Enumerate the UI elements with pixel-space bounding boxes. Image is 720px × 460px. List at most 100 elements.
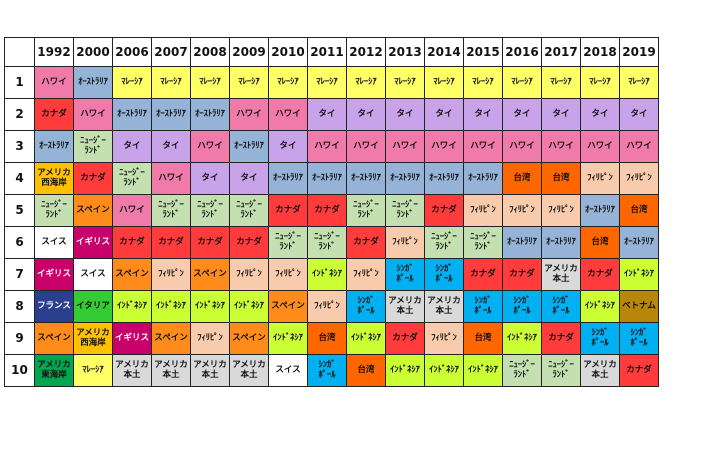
destination-label: ハワイ: [314, 140, 340, 151]
destination-cell: ﾏﾚｰｼｱ: [268, 66, 308, 99]
destination-label: ｵｰｽﾄﾗﾘｱ: [468, 172, 498, 183]
destination-label: タイ: [318, 108, 336, 119]
destination-label: ﾏﾚｰｼｱ: [511, 76, 533, 87]
destination-label: ﾌｨﾘﾋﾟﾝ: [509, 204, 535, 215]
destination-label: カナダ: [392, 332, 418, 343]
destination-label: ｼﾝｶﾞ ﾎﾟｰﾙ: [552, 295, 570, 316]
destination-cell: カナダ: [34, 98, 74, 131]
destination-label: スペイン: [115, 268, 149, 279]
destination-cell: ﾌｨﾘﾋﾟﾝ: [151, 258, 191, 291]
destination-cell: ﾌｨﾘﾋﾟﾝ: [190, 322, 230, 355]
rank-number: 7: [4, 258, 35, 291]
destination-cell: アメリカ 本土: [580, 354, 620, 387]
destination-label: ｵｰｽﾄﾗﾘｱ: [390, 172, 420, 183]
destination-cell: ｲﾝﾄﾞﾈｼｱ: [307, 258, 347, 291]
rank-number: 10: [4, 354, 35, 387]
destination-cell: カナダ: [502, 258, 542, 291]
destination-cell: ﾆｭｰｼﾞｰ ﾗﾝﾄﾞ: [502, 354, 542, 387]
destination-cell: ｵｰｽﾄﾗﾘｱ: [385, 162, 425, 195]
destination-label: カナダ: [548, 332, 574, 343]
destination-cell: ｲﾝﾄﾞﾈｼｱ: [190, 290, 230, 323]
destination-label: タイ: [357, 108, 375, 119]
destination-cell: ハワイ: [34, 66, 74, 99]
year-header: 2017: [541, 37, 581, 67]
destination-label: カナダ: [431, 204, 457, 215]
destination-cell: イギリス: [73, 226, 113, 259]
table-row: 9 スペイン アメリカ 西海岸 イギリス スペイン ﾌｨﾘﾋﾟﾝ スペイン ｲﾝﾄﾞﾈｼｱ 台湾…: [4, 322, 659, 355]
destination-label: ﾏﾚｰｼｱ: [316, 76, 338, 87]
destination-cell: ｵｰｽﾄﾗﾘｱ: [229, 130, 269, 163]
destination-cell: アメリカ 本土: [112, 354, 152, 387]
destination-cell: カナダ: [190, 226, 230, 259]
year-header: 2013: [385, 37, 425, 67]
destination-cell: スペイン: [112, 258, 152, 291]
year-header: 2019: [619, 37, 659, 67]
destination-cell: カナダ: [268, 194, 308, 227]
destination-label: 台湾: [552, 172, 570, 183]
destination-cell: ﾏﾚｰｼｱ: [151, 66, 191, 99]
destination-label: フランス: [37, 300, 71, 311]
destination-cell: カナダ: [229, 226, 269, 259]
destination-label: ハワイ: [353, 140, 379, 151]
destination-cell: 台湾: [541, 162, 581, 195]
year-header: 2012: [346, 37, 386, 67]
destination-label: ﾌｨﾘﾋﾟﾝ: [392, 236, 418, 247]
destination-label: カナダ: [41, 108, 67, 119]
destination-cell: スイス: [73, 258, 113, 291]
destination-cell: カナダ: [580, 258, 620, 291]
year-header: 2000: [73, 37, 113, 67]
destination-cell: スペイン: [190, 258, 230, 291]
destination-cell: スイス: [34, 226, 74, 259]
destination-label: ﾏﾚｰｼｱ: [550, 76, 572, 87]
destination-label: ﾆｭｰｼﾞｰ ﾗﾝﾄﾞ: [392, 199, 418, 220]
destination-label: タイ: [435, 108, 453, 119]
destination-label: 台湾: [357, 364, 375, 375]
destination-label: 台湾: [318, 332, 336, 343]
destination-label: タイ: [123, 140, 141, 151]
destination-label: ﾌｨﾘﾋﾟﾝ: [548, 204, 574, 215]
destination-label: ハワイ: [392, 140, 418, 151]
destination-cell: ﾌｨﾘﾋﾟﾝ: [619, 162, 659, 195]
table-row: 2 カナダ ハワイ ｵｰｽﾄﾗﾘｱ ｵｰｽﾄﾗﾘｱ ｵｰｽﾄﾗﾘｱ ハワイ ハワイ タイ タイ タイ…: [4, 98, 659, 131]
destination-label: ｲﾝﾄﾞﾈｼｱ: [156, 300, 186, 311]
destination-label: ｲﾝﾄﾞﾈｼｱ: [234, 300, 264, 311]
destination-label: ｲﾝﾄﾞﾈｼｱ: [624, 268, 654, 279]
destination-cell: 台湾: [619, 194, 659, 227]
destination-label: ｵｰｽﾄﾗﾘｱ: [624, 236, 654, 247]
destination-cell: ｲﾝﾄﾞﾈｼｱ: [424, 354, 464, 387]
destination-label: ﾆｭｰｼﾞｰ ﾗﾝﾄﾞ: [119, 167, 145, 188]
destination-cell: ｵｰｽﾄﾗﾘｱ: [190, 98, 230, 131]
destination-cell: ｼﾝｶﾞ ﾎﾟｰﾙ: [424, 258, 464, 291]
year-header: 2009: [229, 37, 269, 67]
destination-label: カナダ: [353, 236, 379, 247]
destination-label: ハワイ: [236, 108, 262, 119]
destination-label: ｵｰｽﾄﾗﾘｱ: [546, 236, 576, 247]
destination-cell: ハワイ: [73, 98, 113, 131]
destination-label: ｵｰｽﾄﾗﾘｱ: [78, 76, 108, 87]
destination-cell: タイ: [385, 98, 425, 131]
destination-label: ｼﾝｶﾞ ﾎﾟｰﾙ: [474, 295, 492, 316]
destination-label: ﾌｨﾘﾋﾟﾝ: [197, 332, 223, 343]
destination-cell: ﾆｭｰｼﾞｰ ﾗﾝﾄﾞ: [34, 194, 74, 227]
destination-cell: カナダ: [307, 194, 347, 227]
destination-cell: ｼﾝｶﾞ ﾎﾟｰﾙ: [307, 354, 347, 387]
destination-cell: ﾆｭｰｼﾞｰ ﾗﾝﾄﾞ: [190, 194, 230, 227]
destination-label: ｲﾝﾄﾞﾈｼｱ: [585, 300, 615, 311]
destination-cell: ｵｰｽﾄﾗﾘｱ: [307, 162, 347, 195]
destination-cell: ハワイ: [424, 130, 464, 163]
destination-label: ｼﾝｶﾞ ﾎﾟｰﾙ: [591, 327, 609, 348]
destination-label: イギリス: [36, 268, 71, 279]
destination-label: ﾏﾚｰｼｱ: [82, 364, 104, 375]
destination-ranking-table: 1992 2000 2006 2007 2008 2009 2010 2011 2012 2013…: [4, 37, 659, 387]
destination-label: ﾆｭｰｼﾞｰ ﾗﾝﾄﾞ: [80, 135, 106, 156]
destination-label: タイ: [591, 108, 609, 119]
destination-cell: カナダ: [151, 226, 191, 259]
destination-cell: ﾏﾚｰｼｱ: [541, 66, 581, 99]
destination-cell: スペイン: [34, 322, 74, 355]
year-header: 2011: [307, 37, 347, 67]
destination-label: ﾆｭｰｼﾞｰ ﾗﾝﾄﾞ: [314, 231, 340, 252]
destination-label: ﾌｨﾘﾋﾟﾝ: [431, 332, 457, 343]
ranking-body: 1 ハワイ ｵｰｽﾄﾗﾘｱ ﾏﾚｰｼｱ ﾏﾚｰｼｱ ﾏﾚｰｼｱ ﾏﾚｰｼｱ ﾏﾚｰｼｱ ﾏﾚｰｼ…: [4, 66, 659, 387]
destination-cell: ﾏﾚｰｼｱ: [73, 354, 113, 387]
destination-cell: カナダ: [424, 194, 464, 227]
